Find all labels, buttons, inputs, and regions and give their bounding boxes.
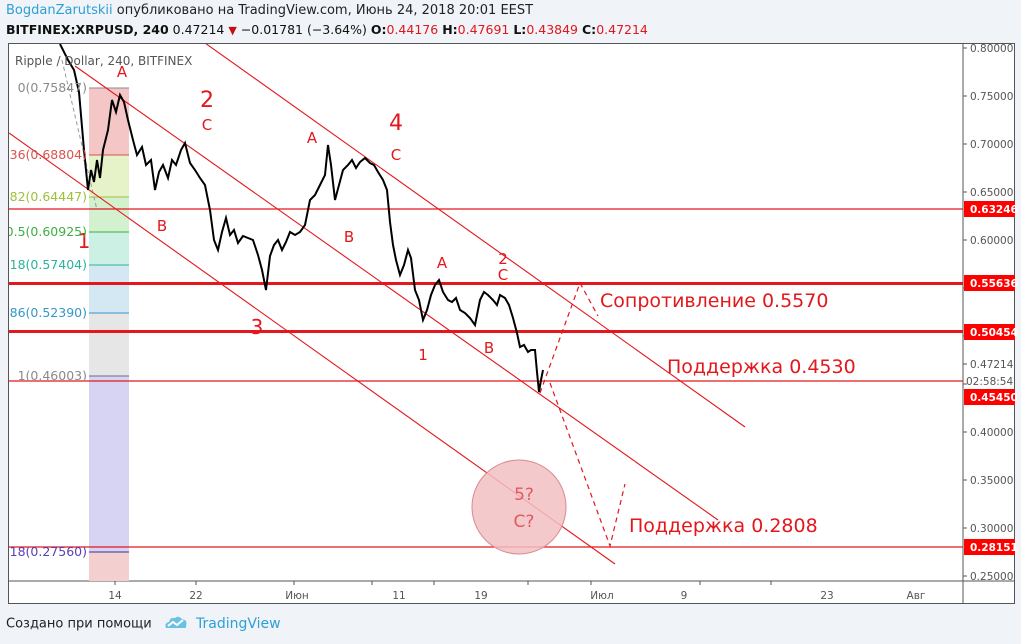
svg-text:0.28151: 0.28151 xyxy=(970,542,1018,554)
published-text: опубликовано на TradingView.com, Июнь 24… xyxy=(112,3,534,18)
last-price-axis-label: 0.47214 xyxy=(970,359,1014,371)
svg-text:0.63246: 0.63246 xyxy=(970,204,1018,216)
svg-text:3: 3 xyxy=(251,315,264,339)
price-axis-badges: 0.63246 0.55636 0.50454 0.45450 0.28151 xyxy=(964,201,1018,555)
open-label: O: xyxy=(370,22,387,37)
created-with-text: Создано при помощи xyxy=(6,616,152,632)
publication-header: BogdanZarutskii опубликовано на TradingV… xyxy=(6,3,533,18)
price-change: −0.01781 (−3.64%) xyxy=(240,22,367,37)
svg-text:1: 1 xyxy=(418,346,428,364)
svg-text:C: C xyxy=(391,146,401,164)
close-value: 0.47214 xyxy=(596,22,648,37)
svg-text:86(0.52390): 86(0.52390) xyxy=(10,305,87,320)
svg-text:Июл: Июл xyxy=(590,590,613,602)
svg-text:0.60000: 0.60000 xyxy=(970,235,1013,247)
svg-text:4: 4 xyxy=(389,111,403,136)
open-value: 0.44176 xyxy=(386,22,439,37)
svg-text:0.30000: 0.30000 xyxy=(970,523,1013,535)
svg-text:2: 2 xyxy=(498,250,508,268)
price-series xyxy=(59,44,544,393)
fib-retracement[interactable] xyxy=(61,59,129,588)
svg-text:B: B xyxy=(157,217,167,235)
resistance-label: Сопротивление 0.5570 xyxy=(600,290,828,312)
svg-text:11: 11 xyxy=(392,590,405,602)
author-link[interactable]: BogdanZarutskii xyxy=(6,3,113,18)
high-value: 0.47691 xyxy=(457,22,510,37)
svg-text:0.55636: 0.55636 xyxy=(970,278,1018,290)
last-price: 0.47214 xyxy=(172,22,225,37)
svg-text:0.5(0.60925): 0.5(0.60925) xyxy=(6,224,87,239)
svg-text:36(0.68804): 36(0.68804) xyxy=(10,147,87,162)
projection-up-path xyxy=(539,281,599,394)
svg-text:0.75000: 0.75000 xyxy=(970,91,1013,103)
svg-text:C: C xyxy=(498,266,508,284)
target-zone-circle[interactable] xyxy=(471,459,567,555)
svg-text:0.70000: 0.70000 xyxy=(970,139,1013,151)
support-label-1: Поддержка 0.4530 xyxy=(667,356,856,378)
svg-text:C?: C? xyxy=(514,512,535,532)
footer: Создано при помощи TradingView xyxy=(6,614,281,634)
svg-text:Авг: Авг xyxy=(907,590,926,602)
svg-text:1(0.46003): 1(0.46003) xyxy=(18,368,87,383)
svg-text:19: 19 xyxy=(474,590,487,602)
svg-text:C: C xyxy=(202,116,212,134)
svg-text:23: 23 xyxy=(820,590,833,602)
svg-text:0.35000: 0.35000 xyxy=(970,475,1013,487)
time-axis[interactable]: 14 22 Июн 11 19 Июл 9 23 Авг xyxy=(108,581,925,602)
svg-text:22: 22 xyxy=(189,590,202,602)
high-label: H: xyxy=(442,22,458,37)
svg-text:5?: 5? xyxy=(514,485,534,505)
svg-text:Июн: Июн xyxy=(285,590,309,602)
wave-annotations: A 2 C A 4 C B B 1 3 A 2 C 1 B 5? C? xyxy=(78,63,535,532)
tradingview-brand-link[interactable]: TradingView xyxy=(196,615,281,632)
svg-text:14: 14 xyxy=(108,590,122,602)
price-axis[interactable]: 0.80000 0.75000 0.70000 0.65000 0.60000 … xyxy=(963,43,1014,583)
svg-text:0.65000: 0.65000 xyxy=(970,187,1013,199)
svg-text:0.40000: 0.40000 xyxy=(970,427,1013,439)
level-text-labels: Сопротивление 0.5570 Поддержка 0.4530 По… xyxy=(600,290,856,537)
support-label-2: Поддержка 0.2808 xyxy=(629,515,818,537)
svg-text:0.45450: 0.45450 xyxy=(970,392,1018,404)
svg-text:0.80000: 0.80000 xyxy=(970,43,1013,55)
svg-text:B: B xyxy=(484,339,494,357)
fib-labels: 0(0.75847) 36(0.68804) 82(0.64447) 0.5(0… xyxy=(6,80,87,559)
svg-text:0.50454: 0.50454 xyxy=(970,327,1018,339)
svg-text:18(0.27560): 18(0.27560) xyxy=(10,544,87,559)
close-label: C: xyxy=(582,22,597,37)
svg-text:18(0.57404): 18(0.57404) xyxy=(10,257,87,272)
down-triangle-icon: ▼ xyxy=(228,24,237,37)
tradingview-logo-icon[interactable] xyxy=(164,614,188,634)
svg-text:0.25000: 0.25000 xyxy=(970,571,1013,583)
symbol-name: BITFINEX:XRPUSD, 240 xyxy=(6,22,169,37)
svg-text:A: A xyxy=(437,254,448,272)
svg-text:1: 1 xyxy=(78,229,91,253)
svg-text:9: 9 xyxy=(681,590,688,602)
svg-text:0(0.75847): 0(0.75847) xyxy=(18,80,87,95)
projection-down-path xyxy=(549,382,626,549)
low-label: L: xyxy=(513,22,527,37)
svg-text:A: A xyxy=(307,129,318,147)
countdown-label: 02:58:54 xyxy=(966,376,1013,388)
symbol-info-bar: BITFINEX:XRPUSD, 240 0.47214 ▼ −0.01781 … xyxy=(6,22,648,37)
svg-text:2: 2 xyxy=(200,88,214,113)
svg-text:82(0.64447): 82(0.64447) xyxy=(10,189,87,204)
low-value: 0.43849 xyxy=(526,22,579,37)
chart-legend: Ripple / Dollar, 240, BITFINEX xyxy=(15,54,192,68)
svg-text:B: B xyxy=(344,228,354,246)
svg-text:A: A xyxy=(117,63,128,81)
